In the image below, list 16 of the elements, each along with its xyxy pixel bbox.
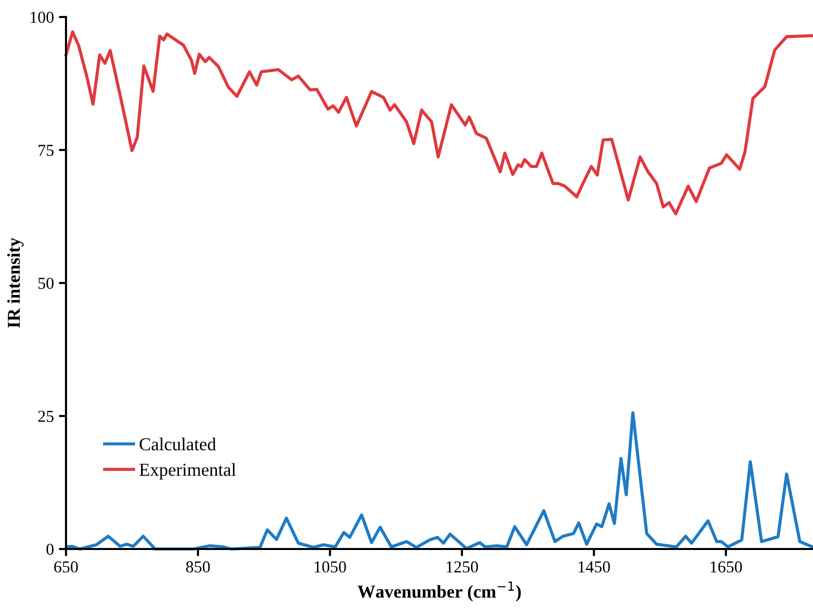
y-axis-title: IR intensity: [7, 238, 24, 328]
y-tick-label: 100: [30, 12, 54, 23]
x-axis-title: Wavenumber (cm$^{−1}$): [358, 581, 521, 602]
line-series: [64, 30, 813, 216]
x-tick-label: 1450: [578, 561, 610, 573]
y-tick-label: 50: [38, 278, 54, 289]
y-tick-label: 0: [46, 544, 54, 555]
x-tick-label: 650: [54, 561, 78, 573]
x-tick-label: 1650: [710, 561, 742, 573]
y-tick-label: 75: [38, 144, 54, 156]
x-tick-label: 1050: [314, 561, 346, 573]
legend-label: Experimental: [139, 463, 236, 480]
x-tick-label: 850: [186, 561, 210, 573]
x-tick-label: 1250: [446, 561, 478, 573]
legend-label: Calculated: [140, 438, 216, 450]
y-tick-label: 25: [38, 410, 54, 422]
